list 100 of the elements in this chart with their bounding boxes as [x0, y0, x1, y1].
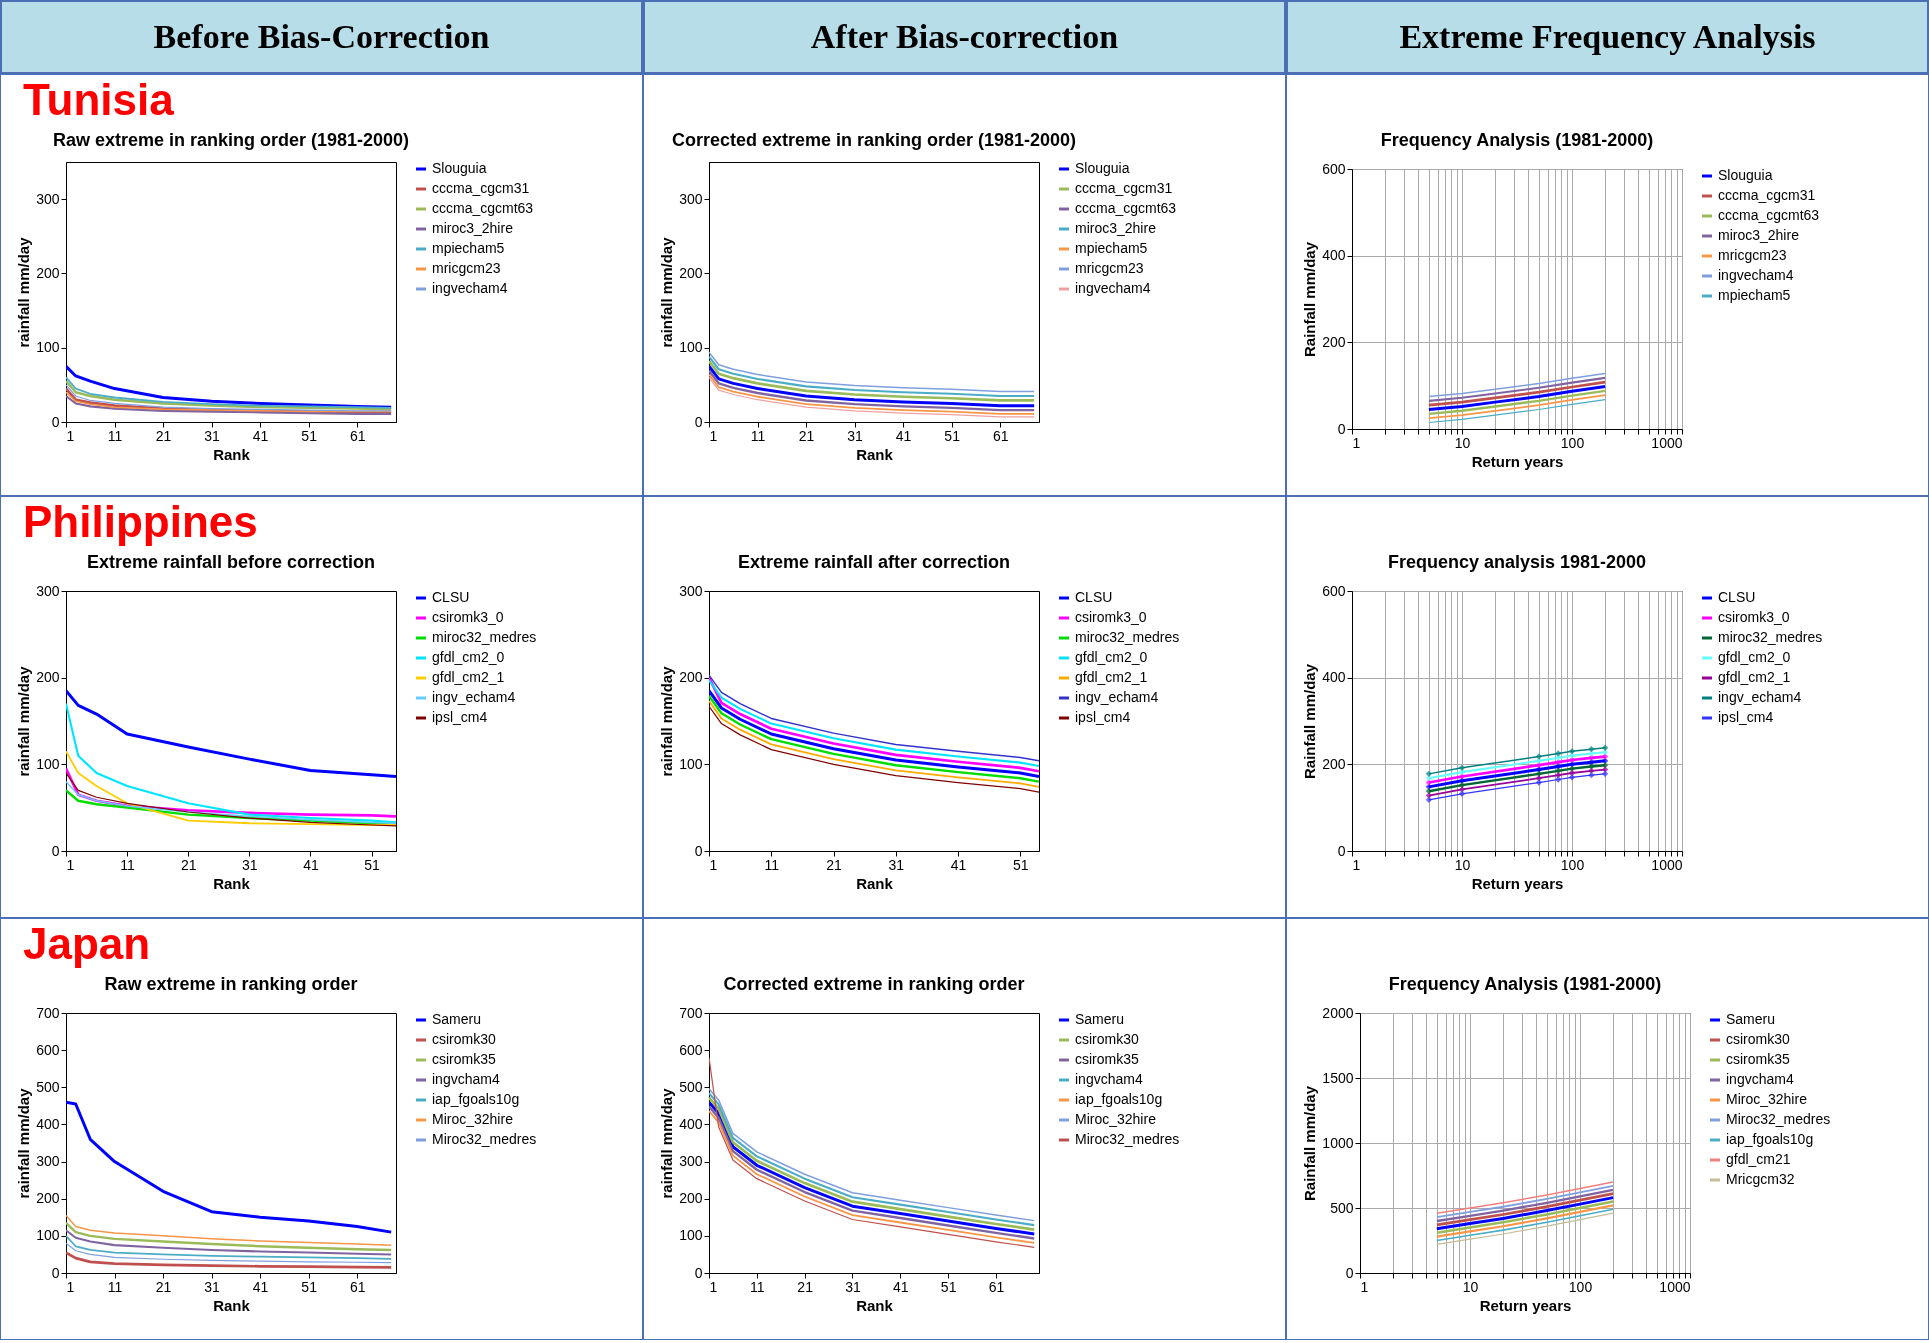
legend-label: CLSU — [432, 589, 470, 605]
x-tick-label: 1000 — [1651, 434, 1683, 451]
x-tick-label: 41 — [950, 856, 967, 873]
line-series — [66, 702, 396, 824]
legend-label: ingv_echam4 — [1075, 689, 1159, 705]
y-tick-label: 100 — [679, 339, 703, 356]
legend-label: csiromk35 — [1726, 1051, 1791, 1067]
text: Before Bias-Correction — [0, 0, 643, 74]
y-axis-title: Rainfall mm/day — [1301, 1085, 1319, 1202]
y-axis-title: rainfall mm/day — [15, 1087, 33, 1199]
x-axis-title: Rank — [213, 874, 251, 892]
legend-label: ipsl_cm4 — [432, 709, 488, 725]
legend-label: mpiecham5 — [1718, 287, 1791, 303]
chart-title: Corrected extreme in ranking order — [723, 974, 1025, 994]
x-tick-label: 1 — [1352, 434, 1361, 451]
legend-label: iap_fgoals10g — [1075, 1091, 1163, 1107]
x-tick-label: 1 — [709, 1278, 718, 1295]
y-tick-label: 200 — [1322, 333, 1346, 350]
legend-label: csiromk30 — [432, 1031, 497, 1047]
y-tick-label: 200 — [679, 1190, 703, 1207]
y-tick-label: 0 — [694, 413, 703, 430]
x-tick-label: 61 — [349, 427, 366, 444]
legend-label: miroc3_2hire — [1718, 227, 1800, 243]
x-tick-label: 100 — [1560, 856, 1585, 873]
line-series — [66, 1234, 393, 1260]
legend-label: csiromk30 — [1726, 1031, 1791, 1047]
legend-label: gfdl_cm2_1 — [1718, 669, 1791, 685]
y-axis-title: Rainfall mm/day — [1301, 241, 1319, 358]
y-axis-title: rainfall mm/day — [15, 236, 33, 348]
y-tick-label: 0 — [51, 413, 60, 430]
legend-label: ingvecham4 — [1075, 280, 1151, 296]
x-tick-label: 31 — [847, 427, 864, 444]
legend-label: miroc32_medres — [1718, 629, 1823, 645]
x-tick-label: 41 — [303, 856, 319, 873]
legend-label: csiromk3_0 — [1075, 609, 1147, 625]
legend-label: gfdl_cm21 — [1726, 1151, 1791, 1167]
x-tick-label: 31 — [845, 1278, 861, 1295]
x-axis-title: Rank — [213, 445, 251, 463]
legend-label: ipsl_cm4 — [1718, 709, 1774, 725]
x-tick-label: 1000 — [1659, 1278, 1691, 1295]
y-tick-label: 0 — [1337, 842, 1346, 859]
legend-label: gfdl_cm2_0 — [1718, 649, 1791, 665]
x-tick-label: 10 — [1462, 1278, 1479, 1295]
x-tick-label: 21 — [180, 856, 197, 873]
y-axis-title: rainfall mm/day — [658, 1087, 676, 1199]
line-series — [66, 1214, 392, 1246]
line-series — [66, 689, 396, 778]
legend-label: Miroc32_medres — [432, 1131, 537, 1147]
x-tick-label: 11 — [120, 856, 136, 873]
x-tick-label: 51 — [1013, 856, 1029, 873]
y-tick-label: 200 — [679, 264, 703, 281]
legend-label: gfdl_cm2_1 — [1075, 669, 1148, 685]
text: Extreme Frequency Analysis — [1286, 0, 1929, 74]
line-series — [66, 780, 396, 825]
x-tick-label: 61 — [349, 1278, 366, 1295]
y-tick-label: 0 — [694, 1264, 703, 1281]
legend-label: ingvecham4 — [432, 280, 508, 296]
y-tick-label: 500 — [36, 1078, 60, 1095]
line-series — [66, 750, 396, 826]
x-tick-label: 11 — [750, 427, 766, 444]
x-tick-label: 1 — [1352, 856, 1361, 873]
y-tick-label: 200 — [36, 264, 60, 281]
y-tick-label: 1500 — [1322, 1069, 1354, 1086]
x-tick-label: 10 — [1454, 856, 1471, 873]
x-tick-label: 11 — [107, 427, 123, 444]
legend-label: Mricgcm32 — [1726, 1171, 1795, 1187]
chart-title: Raw extreme in ranking order — [104, 974, 358, 994]
legend-label: Miroc32_medres — [1075, 1131, 1180, 1147]
y-tick-label: 400 — [36, 1115, 60, 1132]
y-axis-title: rainfall mm/day — [658, 665, 676, 777]
x-tick-label: 41 — [893, 1278, 909, 1295]
line-series — [66, 364, 393, 409]
y-tick-label: 500 — [679, 1078, 703, 1095]
legend-label: Slouguia — [432, 160, 487, 176]
x-tick-label: 51 — [364, 856, 381, 873]
text: After Bias-correction — [643, 0, 1286, 74]
y-tick-label: 700 — [679, 1004, 703, 1021]
x-axis-title: Return years — [1471, 452, 1564, 470]
y-tick-label: 600 — [1322, 582, 1346, 599]
chart-title: Extreme rainfall after correction — [737, 552, 1011, 572]
x-tick-label: 21 — [826, 856, 843, 873]
legend-label: cccma_cgcmt63 — [432, 200, 534, 216]
legend-label: cccma_cgcm31 — [432, 180, 530, 196]
y-tick-label: 200 — [1322, 755, 1346, 772]
x-tick-label: 1 — [709, 427, 718, 444]
y-tick-label: 1000 — [1322, 1134, 1354, 1151]
legend-label: miroc3_2hire — [432, 220, 514, 236]
x-tick-label: 41 — [252, 427, 269, 444]
y-tick-label: 200 — [36, 669, 60, 686]
y-tick-label: 0 — [1345, 1264, 1354, 1281]
legend-label: gfdl_cm2_1 — [432, 669, 505, 685]
y-tick-label: 600 — [36, 1041, 60, 1058]
legend-label: Slouguia — [1075, 160, 1130, 176]
legend-label: Sameru — [432, 1011, 482, 1027]
legend-label: Miroc_32hire — [1075, 1111, 1157, 1127]
y-tick-label: 400 — [679, 1115, 703, 1132]
y-tick-label: 0 — [51, 842, 60, 859]
x-axis-title: Rank — [856, 1296, 894, 1314]
x-tick-label: 31 — [242, 856, 258, 873]
legend-label: gfdl_cm2_0 — [432, 649, 505, 665]
